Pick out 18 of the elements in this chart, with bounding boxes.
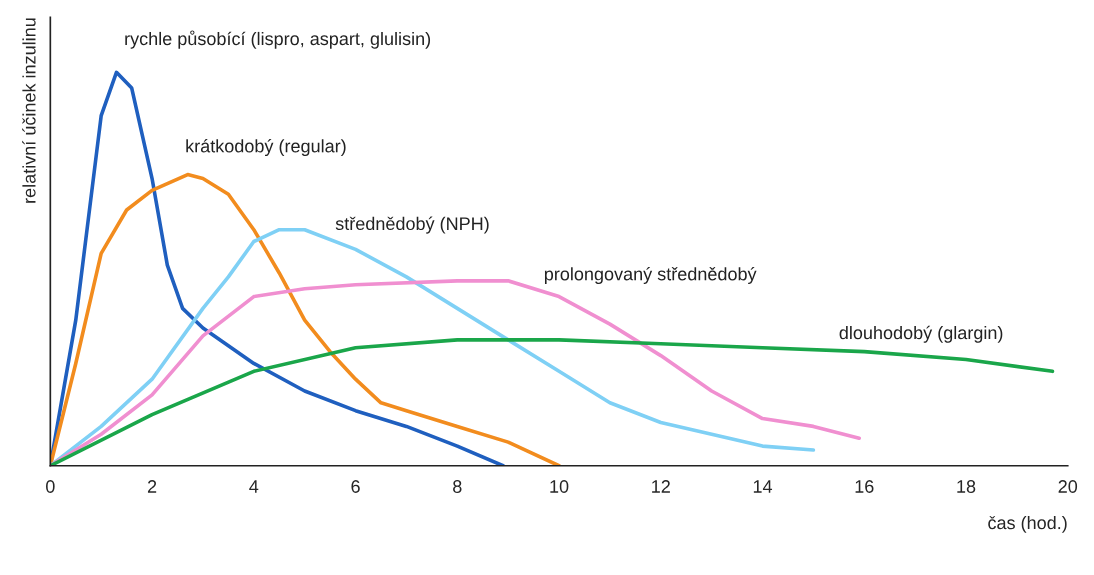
series-label: krátkodobý (regular) [186,139,346,157]
series-label: dlouhodobý (glargin) [839,325,1003,343]
x-axis-title: čas (hod.) [988,515,1067,533]
x-tick-label: 8 [453,480,462,493]
x-tick-label: 6 [351,480,360,493]
x-tick-label: 4 [249,480,259,493]
y-axis-title: relativní účinek inzulinu [22,18,36,203]
series-label: střednědobý (NPH) [335,216,489,234]
x-tick-label: 10 [550,480,569,493]
series-label: rychle působící (lispro, aspart, glulisin) [125,30,431,49]
x-tick-label: 16 [855,480,874,493]
x-tick-label: 18 [957,480,976,493]
series-label: prolongovaný střednědobý [544,266,757,284]
x-tick-label: 14 [753,480,773,493]
x-tick-label: 0 [46,480,55,493]
x-tick-label: 12 [652,480,670,493]
x-tick-label: 2 [147,480,157,493]
x-tick-label: 20 [1058,480,1078,493]
